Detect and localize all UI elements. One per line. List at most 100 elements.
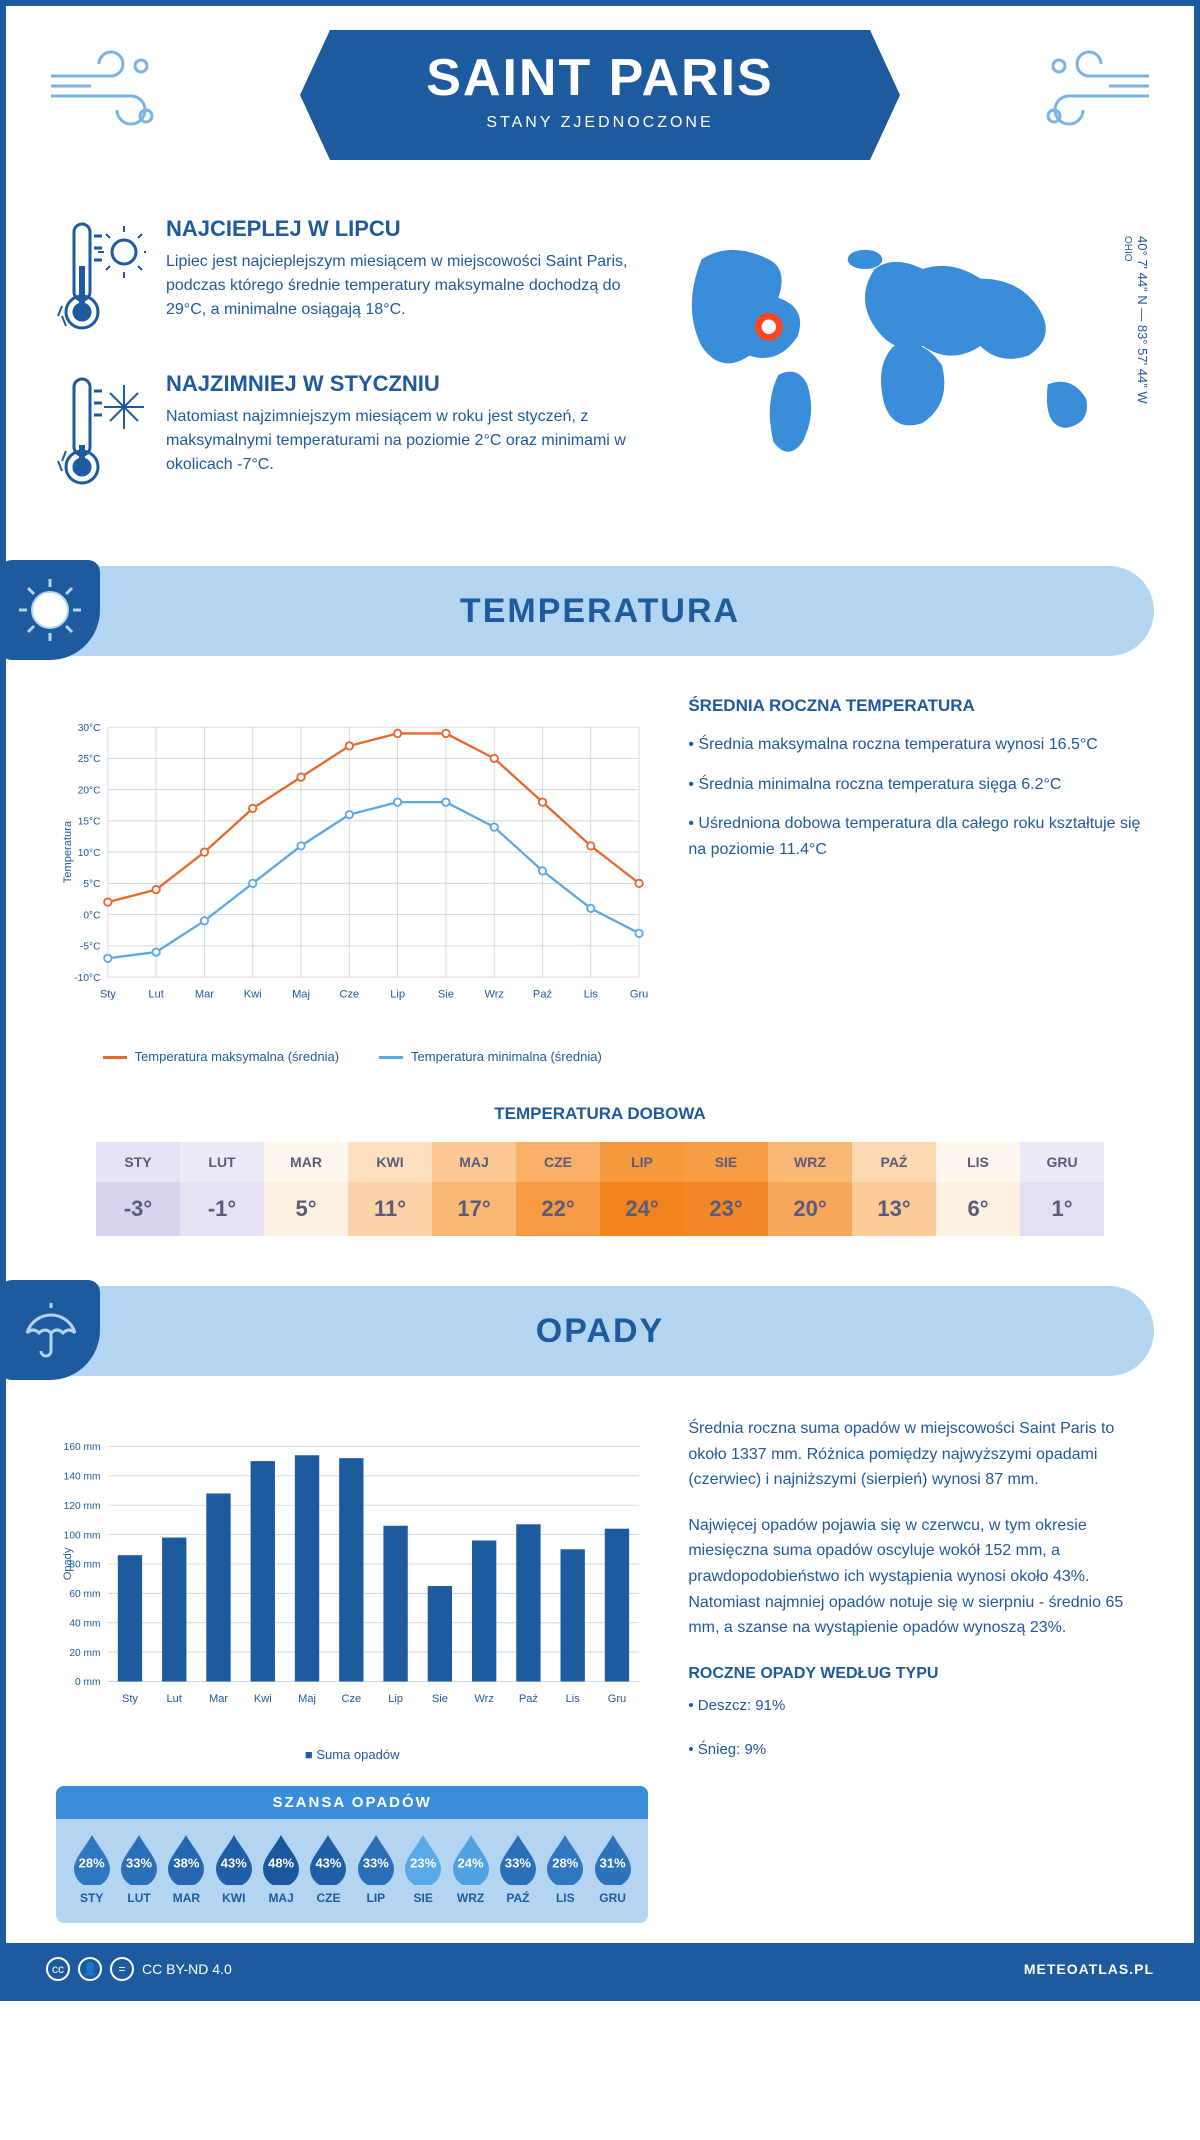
svg-text:Lip: Lip bbox=[388, 1693, 403, 1705]
precipitation-chance-box: SZANSA OPADÓW 28%STY33%LUT38%MAR43%KWI48… bbox=[56, 1786, 648, 1923]
intro-text-column: NAJCIEPLEJ W LIPCU Lipiec jest najcieple… bbox=[56, 216, 633, 526]
umbrella-icon bbox=[0, 1280, 100, 1380]
chance-drop: 38%MAR bbox=[163, 1833, 210, 1905]
svg-text:Kwi: Kwi bbox=[254, 1693, 272, 1705]
cc-icon: cc bbox=[46, 1957, 70, 1981]
svg-text:Paź: Paź bbox=[519, 1693, 538, 1705]
header: SAINT PARIS STANY ZJEDNOCZONE bbox=[6, 6, 1194, 186]
svg-text:10°C: 10°C bbox=[78, 848, 101, 859]
wind-decor-left bbox=[46, 46, 166, 155]
license-block: cc 👤 = CC BY-ND 4.0 bbox=[46, 1957, 232, 1981]
svg-text:5°C: 5°C bbox=[83, 879, 100, 890]
page: SAINT PARIS STANY ZJEDNOCZONE NAJCIEPLEJ… bbox=[0, 0, 1200, 2001]
temp-col: SIE23° bbox=[684, 1142, 768, 1236]
svg-text:Paź: Paź bbox=[533, 988, 552, 1000]
svg-text:40 mm: 40 mm bbox=[69, 1618, 100, 1629]
title-banner: SAINT PARIS STANY ZJEDNOCZONE bbox=[330, 30, 870, 160]
page-subtitle: STANY ZJEDNOCZONE bbox=[330, 114, 870, 132]
chance-drop: 23%SIE bbox=[400, 1833, 447, 1905]
svg-text:20 mm: 20 mm bbox=[69, 1648, 100, 1659]
precip-type-snow: • Śnieg: 9% bbox=[688, 1738, 1144, 1762]
svg-text:20°C: 20°C bbox=[78, 785, 101, 796]
svg-text:Wrz: Wrz bbox=[484, 988, 504, 1000]
temp-bullet-0: • Średnia maksymalna roczna temperatura … bbox=[688, 732, 1144, 758]
svg-text:25°C: 25°C bbox=[78, 754, 101, 765]
svg-text:Lut: Lut bbox=[148, 988, 163, 1000]
warmest-title: NAJCIEPLEJ W LIPCU bbox=[166, 216, 633, 242]
svg-text:Maj: Maj bbox=[292, 988, 310, 1000]
chance-drops-row: 28%STY33%LUT38%MAR43%KWI48%MAJ43%CZE33%L… bbox=[68, 1833, 636, 1905]
svg-text:30°C: 30°C bbox=[78, 723, 101, 734]
precip-type-rain: • Deszcz: 91% bbox=[688, 1694, 1144, 1718]
svg-text:140 mm: 140 mm bbox=[64, 1472, 101, 1483]
svg-text:Opady: Opady bbox=[62, 1547, 74, 1580]
svg-text:Kwi: Kwi bbox=[244, 988, 262, 1000]
temp-bullet-1: • Średnia minimalna roczna temperatura s… bbox=[688, 772, 1144, 798]
coldest-text: Natomiast najzimniejszym miesiącem w rok… bbox=[166, 405, 633, 477]
legend-max: Temperatura maksymalna (średnia) bbox=[103, 1049, 339, 1064]
license-text: CC BY-ND 4.0 bbox=[142, 1961, 232, 1977]
daily-temp-table: STY-3°LUT-1°MAR5°KWI11°MAJ17°CZE22°LIP24… bbox=[96, 1142, 1104, 1236]
coordinates: 40° 7' 44" N — 83° 57' 44" W OHIO bbox=[1120, 236, 1150, 404]
precipitation-type-box: ROCZNE OPADY WEDŁUG TYPU • Deszcz: 91% •… bbox=[688, 1661, 1144, 1763]
footer-brand: METEOATLAS.PL bbox=[1024, 1961, 1154, 1977]
svg-text:100 mm: 100 mm bbox=[64, 1530, 101, 1541]
chance-drop: 48%MAJ bbox=[257, 1833, 304, 1905]
svg-text:Temperatura: Temperatura bbox=[62, 820, 74, 883]
daily-temp-title: TEMPERATURA DOBOWA bbox=[96, 1104, 1104, 1124]
coldest-title: NAJZIMNIEJ W STYCZNIU bbox=[166, 371, 633, 397]
warmest-block: NAJCIEPLEJ W LIPCU Lipiec jest najcieple… bbox=[56, 216, 633, 341]
precipitation-left: 0 mm20 mm40 mm60 mm80 mm100 mm120 mm140 … bbox=[56, 1416, 648, 1923]
temperature-title: TEMPERATURA bbox=[460, 592, 740, 631]
temperature-legend: Temperatura maksymalna (średnia) Tempera… bbox=[56, 1049, 648, 1064]
svg-text:0 mm: 0 mm bbox=[75, 1677, 100, 1688]
temp-col: MAJ17° bbox=[432, 1142, 516, 1236]
coord-region: OHIO bbox=[1122, 236, 1133, 262]
svg-text:Mar: Mar bbox=[209, 1693, 228, 1705]
chance-drop: 31%GRU bbox=[589, 1833, 636, 1905]
thermometer-snow-icon bbox=[56, 371, 146, 496]
svg-text:Lip: Lip bbox=[390, 988, 405, 1000]
svg-text:-10°C: -10°C bbox=[74, 973, 100, 984]
svg-text:120 mm: 120 mm bbox=[64, 1501, 101, 1512]
svg-text:Cze: Cze bbox=[339, 988, 359, 1000]
precip-para-1: Średnia roczna suma opadów w miejscowośc… bbox=[688, 1416, 1144, 1493]
svg-text:Sty: Sty bbox=[100, 988, 116, 1000]
nd-icon: = bbox=[110, 1957, 134, 1981]
temperature-line-chart: -10°C-5°C0°C5°C10°C15°C20°C25°C30°CStyLu… bbox=[56, 696, 648, 1036]
annual-temp-title: ŚREDNIA ROCZNA TEMPERATURA bbox=[688, 696, 1144, 716]
svg-text:Sie: Sie bbox=[438, 988, 454, 1000]
temp-col: LUT-1° bbox=[180, 1142, 264, 1236]
chance-drop: 28%LIS bbox=[542, 1833, 589, 1905]
svg-text:160 mm: 160 mm bbox=[64, 1442, 101, 1453]
precipitation-text: Średnia roczna suma opadów w miejscowośc… bbox=[688, 1416, 1144, 1923]
footer: cc 👤 = CC BY-ND 4.0 METEOATLAS.PL bbox=[6, 1943, 1194, 1995]
temperature-body: -10°C-5°C0°C5°C10°C15°C20°C25°C30°CStyLu… bbox=[6, 656, 1194, 1084]
coord-lon: 83° 57' 44" W bbox=[1135, 325, 1150, 404]
sun-icon bbox=[0, 560, 100, 660]
coord-lat: 40° 7' 44" N bbox=[1135, 236, 1150, 305]
svg-text:Gru: Gru bbox=[630, 988, 649, 1000]
svg-text:Lis: Lis bbox=[566, 1693, 581, 1705]
chance-drop: 43%CZE bbox=[305, 1833, 352, 1905]
temp-col: STY-3° bbox=[96, 1142, 180, 1236]
thermometer-sun-icon bbox=[56, 216, 146, 341]
svg-text:Gru: Gru bbox=[608, 1693, 627, 1705]
precipitation-header: OPADY bbox=[6, 1286, 1154, 1376]
temperature-header: TEMPERATURA bbox=[6, 566, 1154, 656]
page-title: SAINT PARIS bbox=[330, 48, 870, 108]
svg-text:Lis: Lis bbox=[584, 988, 599, 1000]
temp-col: LIS6° bbox=[936, 1142, 1020, 1236]
chance-drop: 24%WRZ bbox=[447, 1833, 494, 1905]
temp-col: GRU1° bbox=[1020, 1142, 1104, 1236]
world-map bbox=[663, 216, 1144, 481]
precipitation-bar-chart: 0 mm20 mm40 mm60 mm80 mm100 mm120 mm140 … bbox=[56, 1416, 648, 1736]
warmest-text: Lipiec jest najcieplejszym miesiącem w m… bbox=[166, 250, 633, 322]
svg-text:Sie: Sie bbox=[432, 1693, 448, 1705]
svg-text:Cze: Cze bbox=[341, 1693, 361, 1705]
wind-decor-right bbox=[1034, 46, 1154, 155]
precip-type-title: ROCZNE OPADY WEDŁUG TYPU bbox=[688, 1661, 1144, 1687]
chance-drop: 33%LIP bbox=[352, 1833, 399, 1905]
svg-text:Sty: Sty bbox=[122, 1693, 138, 1705]
chance-drop: 28%STY bbox=[68, 1833, 115, 1905]
